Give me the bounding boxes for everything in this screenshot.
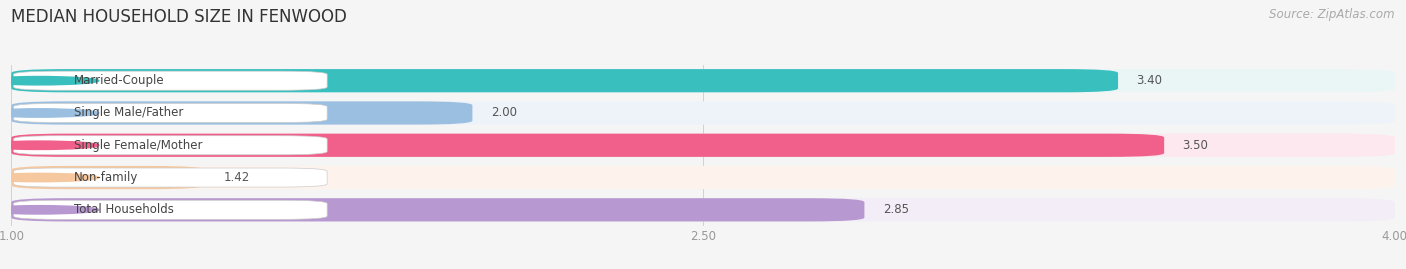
FancyBboxPatch shape [11, 198, 865, 221]
FancyBboxPatch shape [11, 134, 1164, 157]
Text: 2.00: 2.00 [491, 107, 517, 119]
Circle shape [0, 76, 98, 85]
Circle shape [0, 173, 98, 182]
Text: Single Male/Father: Single Male/Father [73, 107, 183, 119]
Text: Non-family: Non-family [73, 171, 138, 184]
Circle shape [0, 206, 98, 214]
FancyBboxPatch shape [14, 168, 328, 187]
FancyBboxPatch shape [14, 71, 328, 90]
FancyBboxPatch shape [14, 136, 328, 155]
FancyBboxPatch shape [11, 166, 205, 189]
Text: 3.40: 3.40 [1136, 74, 1163, 87]
FancyBboxPatch shape [11, 69, 1118, 92]
Text: Total Households: Total Households [73, 203, 173, 216]
Text: 1.42: 1.42 [224, 171, 250, 184]
FancyBboxPatch shape [11, 101, 1395, 125]
Text: 2.85: 2.85 [883, 203, 908, 216]
FancyBboxPatch shape [11, 101, 472, 125]
Circle shape [0, 109, 98, 117]
Circle shape [0, 141, 98, 150]
Text: 3.50: 3.50 [1182, 139, 1209, 152]
Text: Source: ZipAtlas.com: Source: ZipAtlas.com [1270, 8, 1395, 21]
Text: Married-Couple: Married-Couple [73, 74, 165, 87]
FancyBboxPatch shape [11, 69, 1395, 92]
Text: MEDIAN HOUSEHOLD SIZE IN FENWOOD: MEDIAN HOUSEHOLD SIZE IN FENWOOD [11, 8, 347, 26]
FancyBboxPatch shape [11, 134, 1395, 157]
FancyBboxPatch shape [11, 166, 1395, 189]
FancyBboxPatch shape [14, 104, 328, 122]
FancyBboxPatch shape [14, 200, 328, 219]
FancyBboxPatch shape [11, 198, 1395, 221]
Text: Single Female/Mother: Single Female/Mother [73, 139, 202, 152]
